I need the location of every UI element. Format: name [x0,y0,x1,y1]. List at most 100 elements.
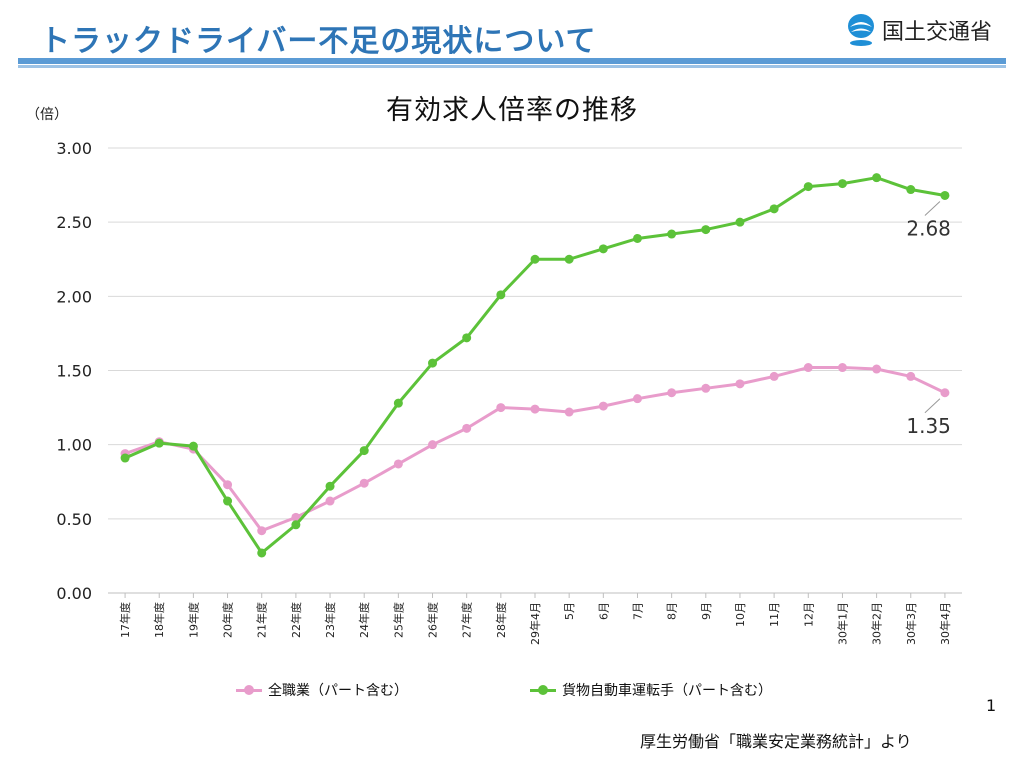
x-tick-label: 12月 [802,602,815,627]
data-point-truck-drivers [359,446,369,456]
x-tick-label: 5月 [563,602,576,620]
x-tick-label: 30年4月 [938,602,952,645]
x-tick-label: 10月 [734,602,747,627]
page-number: 1 [986,696,997,715]
legend-label-truck-drivers: 貨物自動車運転手（パート含む） [562,683,772,699]
y-tick-label: 2.50 [56,213,92,232]
data-point-all-jobs [769,371,779,381]
x-tick-label: 19年度 [186,602,200,638]
y-tick-label: 0.00 [56,584,92,603]
y-tick-label: 1.00 [56,436,92,455]
data-point-truck-drivers [530,254,540,264]
data-point-all-jobs [632,394,642,404]
y-axis-unit-label: （倍） [26,107,68,123]
data-point-all-jobs [496,403,506,413]
x-tick-label: 21年度 [255,602,269,638]
data-point-all-jobs [803,363,813,373]
x-tick-label: 6月 [597,602,610,620]
brand: 国土交通省 [846,12,992,48]
end-label-all-jobs: 1.35 [906,414,951,438]
data-point-truck-drivers [735,217,745,227]
x-tick-label: 23年度 [323,602,337,638]
data-point-truck-drivers [667,229,677,239]
legend-swatch-truck-drivers [530,684,556,696]
data-point-all-jobs [837,363,847,373]
data-point-truck-drivers [188,441,198,451]
y-tick-label: 3.00 [56,139,92,158]
header-rule-accent [18,65,1006,68]
x-tick-label: 30年1月 [835,602,849,645]
data-point-truck-drivers [393,398,403,408]
y-tick-label: 1.50 [56,362,92,381]
data-point-all-jobs [701,383,711,393]
end-label-truck-drivers: 2.68 [906,216,951,240]
mlit-logo-icon [848,14,874,46]
data-point-all-jobs [462,423,472,433]
x-tick-label: 24年度 [357,602,371,638]
legend-swatch-all-jobs [236,684,262,696]
end-label-leader [924,398,941,414]
data-point-all-jobs [223,480,233,490]
y-tick-label: 0.50 [56,510,92,529]
data-point-all-jobs [667,388,677,398]
data-point-truck-drivers [906,185,916,195]
data-point-truck-drivers [803,182,813,192]
data-point-truck-drivers [120,453,130,463]
data-point-truck-drivers [837,179,847,189]
x-tick-label: 18年度 [152,602,166,638]
x-tick-label: 30年3月 [904,602,918,645]
legend-label-all-jobs: 全職業（パート含む） [268,683,408,699]
legend-item-all-jobs: 全職業（パート含む） [236,680,408,700]
data-point-truck-drivers [291,520,301,530]
data-point-all-jobs [906,371,916,381]
data-point-truck-drivers [428,358,438,368]
data-point-truck-drivers [872,173,882,183]
x-tick-label: 22年度 [289,602,303,638]
data-point-all-jobs [530,404,540,414]
data-point-truck-drivers [632,233,642,243]
data-point-truck-drivers [564,254,574,264]
data-point-truck-drivers [325,481,335,491]
x-tick-label: 7月 [631,602,644,620]
data-point-truck-drivers [496,290,506,300]
data-point-truck-drivers [940,190,950,200]
x-tick-label: 8月 [666,602,679,620]
data-point-all-jobs [291,512,301,522]
data-point-all-jobs [428,440,438,450]
data-point-truck-drivers [257,548,267,558]
x-tick-label: 28年度 [494,602,508,638]
data-point-all-jobs [872,364,882,374]
data-point-all-jobs [940,388,950,398]
data-point-all-jobs [257,526,267,536]
x-tick-label: 11月 [768,602,781,627]
x-tick-label: 26年度 [426,602,440,638]
data-point-all-jobs [598,401,608,411]
data-point-truck-drivers [598,244,608,254]
x-tick-label: 27年度 [460,602,474,638]
source-note: 厚生労働省「職業安定業務統計」より [640,732,912,751]
brand-name: 国土交通省 [882,20,993,45]
data-point-all-jobs [735,379,745,389]
y-tick-label: 2.00 [56,287,92,306]
x-tick-label: 25年度 [391,602,405,638]
data-point-truck-drivers [154,438,164,448]
legend-item-truck-drivers: 貨物自動車運転手（パート含む） [530,680,772,700]
data-point-all-jobs [393,459,403,469]
data-point-all-jobs [325,496,335,506]
x-tick-label: 9月 [700,602,713,620]
x-tick-label: 29年4月 [528,602,542,645]
data-point-truck-drivers [223,496,233,506]
data-point-truck-drivers [769,204,779,214]
data-point-truck-drivers [701,225,711,235]
x-tick-label: 30年2月 [870,602,884,645]
data-point-truck-drivers [462,333,472,343]
x-tick-label: 17年度 [118,602,132,638]
chart-title: 有効求人倍率の推移 [386,95,638,126]
header-rule [18,58,1006,64]
x-tick-label: 20年度 [221,602,235,638]
header-title: トラックドライバー不足の現状について [40,24,597,59]
data-point-all-jobs [359,478,369,488]
series-line-all-jobs [124,366,946,533]
